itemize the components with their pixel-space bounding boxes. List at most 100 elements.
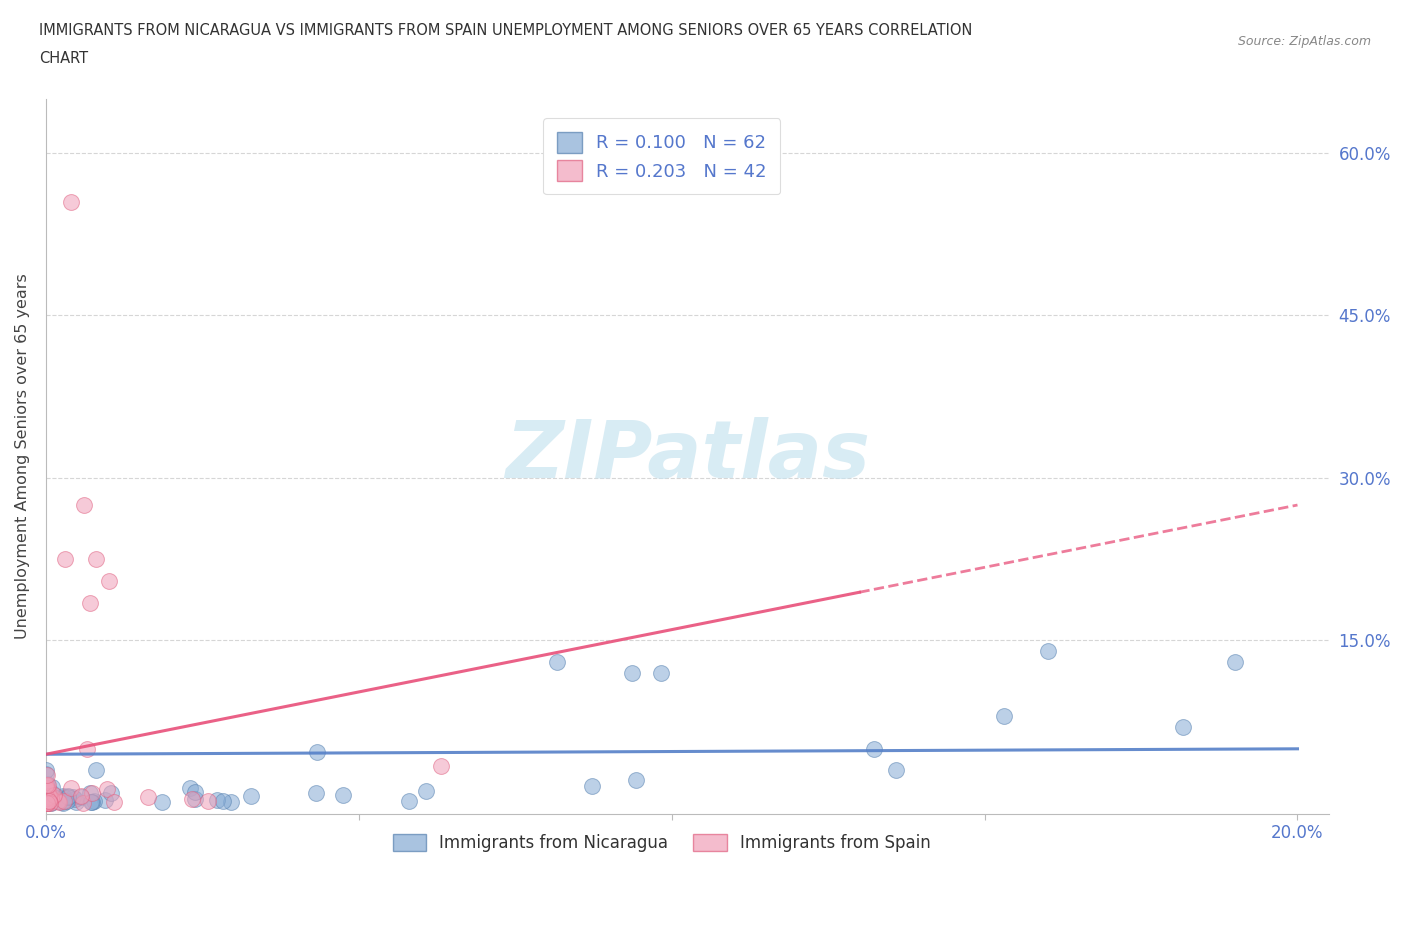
Point xyxy=(37,795,59,810)
Point xyxy=(38,788,60,803)
Point xyxy=(97,574,120,589)
Point xyxy=(93,792,115,807)
Point xyxy=(205,793,228,808)
Point xyxy=(96,782,118,797)
Point xyxy=(80,794,103,809)
Point xyxy=(35,763,58,777)
Point xyxy=(197,793,219,808)
Point xyxy=(70,790,93,804)
Point xyxy=(621,666,644,681)
Point xyxy=(1171,720,1194,735)
Point xyxy=(39,795,62,810)
Point xyxy=(35,790,58,805)
Point xyxy=(65,795,87,810)
Point xyxy=(72,498,94,512)
Point xyxy=(305,745,328,760)
Point xyxy=(62,790,84,804)
Point xyxy=(38,794,60,809)
Point xyxy=(626,773,648,788)
Point xyxy=(305,786,328,801)
Point xyxy=(53,551,76,566)
Point xyxy=(430,759,453,774)
Point xyxy=(51,795,73,810)
Point xyxy=(35,782,58,797)
Point xyxy=(35,783,58,798)
Point xyxy=(37,778,59,793)
Point xyxy=(415,784,437,799)
Point xyxy=(221,795,243,810)
Point xyxy=(35,795,58,810)
Point xyxy=(65,792,87,807)
Point xyxy=(546,655,568,670)
Point xyxy=(38,789,60,804)
Point xyxy=(39,791,62,806)
Point xyxy=(37,795,59,810)
Point xyxy=(56,793,79,808)
Point xyxy=(35,793,58,808)
Point xyxy=(37,781,59,796)
Point xyxy=(150,794,173,809)
Point xyxy=(35,777,58,792)
Point xyxy=(35,795,58,810)
Point xyxy=(239,789,262,804)
Point xyxy=(41,779,63,794)
Point xyxy=(59,194,82,209)
Text: Source: ZipAtlas.com: Source: ZipAtlas.com xyxy=(1237,35,1371,48)
Point xyxy=(35,780,58,795)
Point xyxy=(80,785,103,800)
Point xyxy=(35,793,58,808)
Point xyxy=(993,709,1015,724)
Point xyxy=(83,794,105,809)
Point xyxy=(76,741,98,756)
Text: ZIPatlas: ZIPatlas xyxy=(505,418,870,496)
Point xyxy=(884,763,907,777)
Text: CHART: CHART xyxy=(39,51,89,66)
Point xyxy=(69,789,91,804)
Point xyxy=(72,795,94,810)
Point xyxy=(35,767,58,782)
Point xyxy=(183,785,205,800)
Point xyxy=(103,795,125,810)
Point xyxy=(42,791,65,806)
Point xyxy=(58,790,80,804)
Point xyxy=(56,789,79,804)
Point xyxy=(79,595,101,610)
Point xyxy=(82,795,104,810)
Point xyxy=(35,795,58,810)
Point xyxy=(35,786,58,801)
Point xyxy=(59,781,82,796)
Point xyxy=(39,790,62,805)
Point xyxy=(41,794,63,809)
Point xyxy=(52,795,75,810)
Point xyxy=(179,780,201,795)
Point xyxy=(136,790,159,804)
Point xyxy=(35,795,58,810)
Point xyxy=(52,790,75,804)
Point xyxy=(398,794,420,809)
Point xyxy=(35,783,58,798)
Point xyxy=(37,777,59,791)
Point xyxy=(53,794,76,809)
Point xyxy=(1223,655,1246,670)
Point xyxy=(100,786,122,801)
Point xyxy=(52,789,75,804)
Point xyxy=(650,666,672,681)
Y-axis label: Unemployment Among Seniors over 65 years: Unemployment Among Seniors over 65 years xyxy=(15,273,30,639)
Point xyxy=(46,793,69,808)
Point xyxy=(51,792,73,807)
Point xyxy=(181,791,204,806)
Point xyxy=(35,795,58,810)
Point xyxy=(48,794,70,809)
Point xyxy=(863,741,886,756)
Point xyxy=(35,790,58,805)
Point xyxy=(37,768,59,783)
Point xyxy=(332,788,354,803)
Point xyxy=(42,788,65,803)
Point xyxy=(581,778,603,793)
Point xyxy=(37,793,59,808)
Point xyxy=(183,791,205,806)
Point xyxy=(46,793,69,808)
Point xyxy=(37,786,59,801)
Point xyxy=(211,793,233,808)
Point xyxy=(41,786,63,801)
